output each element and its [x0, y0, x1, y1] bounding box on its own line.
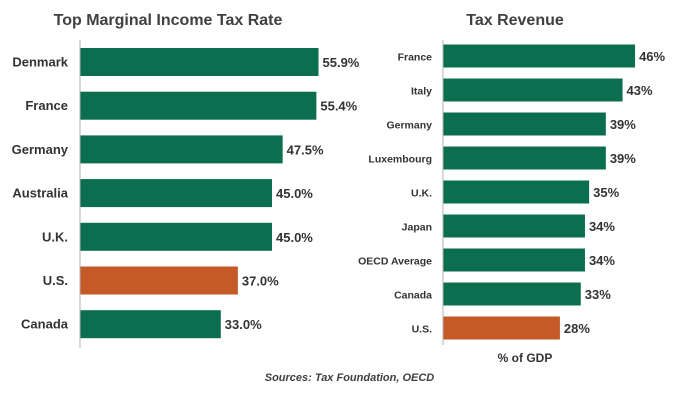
tax-revenue-category-label-japan: Japan: [402, 222, 432, 234]
tax-revenue-value-label-france: 46%: [639, 49, 665, 64]
income-tax-category-label-australia: Australia: [12, 186, 68, 201]
tax-revenue-chart-title: Tax Revenue: [466, 12, 564, 29]
income-tax-category-label-u-k: U.K.: [42, 229, 68, 244]
tax-revenue-category-label-oecd-average: OECD Average: [358, 256, 432, 268]
income-tax-bar-u-k: [80, 222, 272, 251]
income-tax-value-label-australia: 45.0%: [276, 186, 313, 201]
tax-revenue-value-label-canada: 33%: [585, 287, 611, 302]
income-tax-category-label-u-s: U.S.: [43, 273, 68, 288]
tax-revenue-bar-canada: [443, 282, 581, 306]
income-tax-value-label-france: 55.4%: [320, 99, 357, 114]
income-tax-value-label-u-k: 45.0%: [276, 230, 313, 245]
income-tax-category-label-denmark: Denmark: [12, 55, 68, 70]
tax-revenue-category-label-italy: Italy: [411, 86, 432, 98]
income-tax-value-label-u-s: 37.0%: [242, 274, 279, 289]
source-note: Sources: Tax Foundation, OECD: [264, 372, 435, 384]
tax-revenue-value-label-oecd-average: 34%: [589, 253, 615, 268]
income-tax-bar-germany: [80, 135, 283, 164]
income-tax-bar-france: [80, 91, 317, 120]
tax-revenue-bar-france: [443, 44, 636, 68]
tax-revenue-category-label-germany: Germany: [386, 120, 432, 132]
income-tax-value-label-denmark: 55.9%: [323, 55, 360, 70]
income-tax-category-label-france: France: [25, 98, 68, 113]
income-tax-category-label-canada: Canada: [21, 317, 69, 332]
tax-revenue-bar-u-k: [443, 180, 590, 204]
tax-revenue-value-label-italy: 43%: [627, 83, 653, 98]
tax-revenue-value-label-japan: 34%: [589, 219, 615, 234]
tax-revenue-value-label-luxembourg: 39%: [610, 151, 636, 166]
tax-revenue-bar-germany: [443, 112, 606, 136]
income-tax-bar-u-s: [80, 266, 238, 295]
tax-revenue-category-label-u-s: U.S.: [412, 324, 433, 336]
tax-revenue-value-label-germany: 39%: [610, 117, 636, 132]
tax-revenue-bar-oecd-average: [443, 248, 585, 272]
tax-revenue-bar-japan: [443, 214, 585, 238]
tax-revenue-category-label-u-k: U.K.: [411, 188, 432, 200]
tax-revenue-value-label-u-k: 35%: [593, 185, 619, 200]
tax-revenue-category-label-canada: Canada: [394, 290, 432, 302]
tax-revenue-value-label-u-s: 28%: [564, 321, 590, 336]
tax-revenue-bar-luxembourg: [443, 146, 606, 170]
income-tax-value-label-canada: 33.0%: [225, 317, 262, 332]
income-tax-value-label-germany: 47.5%: [287, 142, 324, 157]
tax-revenue-bar-italy: [443, 78, 623, 102]
income-tax-bar-australia: [80, 179, 272, 208]
tax-revenue-category-label-france: France: [398, 52, 433, 64]
income-tax-category-label-germany: Germany: [12, 142, 69, 157]
tax-revenue-category-label-luxembourg: Luxembourg: [368, 154, 432, 166]
income-tax-chart-title: Top Marginal Income Tax Rate: [54, 12, 283, 29]
income-tax-bar-canada: [80, 310, 221, 339]
income-tax-bar-denmark: [80, 48, 319, 76]
tax-revenue-bar-u-s: [443, 316, 560, 340]
tax-revenue-x-axis-label: % of GDP: [498, 351, 553, 365]
